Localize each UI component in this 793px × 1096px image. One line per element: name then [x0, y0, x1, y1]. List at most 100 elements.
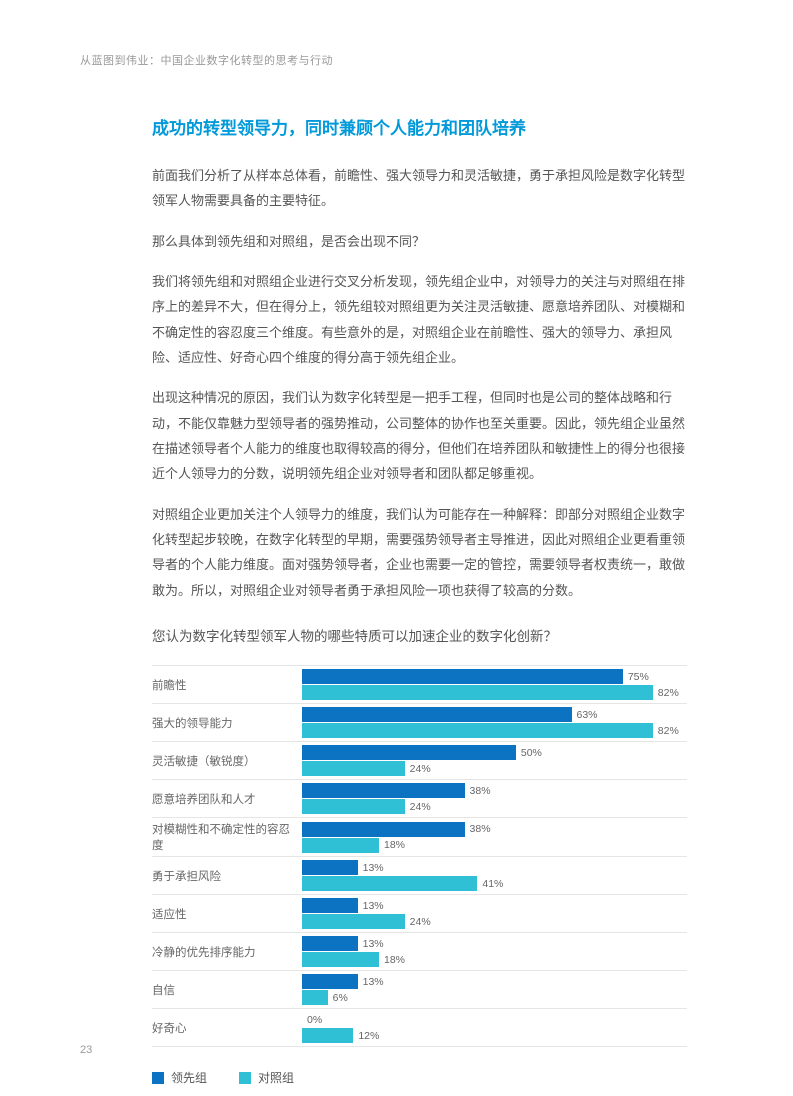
bar-ctrl	[302, 723, 653, 738]
bar-ctrl	[302, 952, 379, 967]
category-label: 对模糊性和不确定性的容忍度	[152, 821, 302, 853]
bar-line: 24%	[302, 914, 687, 929]
bars-area: 13% 6%	[302, 974, 687, 1005]
bar-line: 38%	[302, 822, 687, 837]
bars-area: 13% 24%	[302, 898, 687, 929]
page-header: 从蓝图到伟业：中国企业数字化转型的思考与行动	[80, 52, 713, 68]
bar-value: 0%	[307, 1014, 322, 1026]
bar-value: 82%	[658, 725, 679, 737]
chart-row: 自信 13% 6%	[152, 971, 687, 1009]
paragraph: 我们将领先组和对照组企业进行交叉分析发现，领先组企业中，对领导力的关注与对照组在…	[152, 269, 687, 370]
chart-row: 前瞻性 75% 82%	[152, 665, 687, 704]
bar-value: 18%	[384, 839, 405, 851]
section-title: 成功的转型领导力，同时兼顾个人能力和团队培养	[152, 114, 687, 139]
bars-area: 50%24%	[302, 745, 687, 776]
bar-line: 38%	[302, 783, 687, 798]
bar-line: 6%	[302, 990, 687, 1005]
bar-lead	[302, 783, 465, 798]
bar-ctrl	[302, 685, 653, 700]
bar-value: 82%	[658, 687, 679, 699]
bar-value: 38%	[470, 823, 491, 835]
bar-line: 82%	[302, 685, 687, 700]
bar-line: 12%	[302, 1028, 687, 1043]
chart-row: 强大的领导能力 63% 82%	[152, 704, 687, 742]
bar-line: 82%	[302, 723, 687, 738]
bar-value: 6%	[333, 992, 348, 1004]
bars-area: 13% 41%	[302, 860, 687, 891]
bar-value: 13%	[363, 976, 384, 988]
bar-ctrl	[302, 838, 379, 853]
chart-row: 对模糊性和不确定性的容忍度 38% 18%	[152, 818, 687, 857]
bar-line: 24%	[302, 799, 687, 814]
bar-line: 24%	[302, 761, 687, 776]
category-label: 愿意培养团队和人才	[152, 791, 302, 807]
bar-value: 18%	[384, 954, 405, 966]
bar-value: 63%	[577, 709, 598, 721]
swatch-icon	[239, 1072, 251, 1084]
bar-lead	[302, 936, 358, 951]
legend-lead: 领先组	[152, 1069, 207, 1086]
bar-ctrl	[302, 990, 328, 1005]
bars-area: 38% 24%	[302, 783, 687, 814]
bar-lead	[302, 669, 623, 684]
bars-area: 0% 12%	[302, 1012, 687, 1043]
bar-line: 75%	[302, 669, 687, 684]
bar-lead	[302, 898, 358, 913]
bar-value: 75%	[628, 671, 649, 683]
bar-line: 0%	[302, 1012, 687, 1027]
bar-lead	[302, 974, 358, 989]
bar-value: 38%	[470, 785, 491, 797]
bar-ctrl	[302, 1028, 353, 1043]
bar-ctrl	[302, 799, 405, 814]
legend-label: 对照组	[258, 1069, 294, 1086]
chart-title: 您认为数字化转型领军人物的哪些特质可以加速企业的数字化创新？	[152, 625, 687, 645]
bar-line: 13%	[302, 936, 687, 951]
bar-value: 24%	[410, 916, 431, 928]
chart-row: 愿意培养团队和人才 38% 24%	[152, 780, 687, 818]
bar-value: 41%	[482, 878, 503, 890]
bar-value: 50%	[521, 747, 542, 759]
category-label: 好奇心	[152, 1020, 302, 1036]
bars-area: 13%18%	[302, 936, 687, 967]
category-label: 自信	[152, 982, 302, 998]
category-label: 前瞻性	[152, 677, 302, 693]
bar-line: 13%	[302, 898, 687, 913]
bar-value: 12%	[358, 1030, 379, 1042]
bar-lead	[302, 860, 358, 875]
category-label: 冷静的优先排序能力	[152, 944, 302, 960]
leadership-traits-chart: 前瞻性75%82%强大的领导能力63%82%灵活敏捷（敏锐度）50%24%愿意培…	[152, 665, 687, 1047]
bar-ctrl	[302, 761, 405, 776]
chart-row: 适应性 13% 24%	[152, 895, 687, 933]
bar-value: 13%	[363, 938, 384, 950]
paragraph: 出现这种情况的原因，我们认为数字化转型是一把手工程，但同时也是公司的整体战略和行…	[152, 385, 687, 486]
chart-row: 好奇心 0% 12%	[152, 1009, 687, 1047]
legend-label: 领先组	[171, 1069, 207, 1086]
main-content: 成功的转型领导力，同时兼顾个人能力和团队培养 前面我们分析了从样本总体看，前瞻性…	[152, 114, 687, 1086]
bar-value: 24%	[410, 801, 431, 813]
category-label: 强大的领导能力	[152, 715, 302, 731]
chart-row: 勇于承担风险 13% 41%	[152, 857, 687, 895]
bar-line: 18%	[302, 952, 687, 967]
paragraph: 那么具体到领先组和对照组，是否会出现不同？	[152, 229, 687, 254]
bar-line: 13%	[302, 974, 687, 989]
category-label: 灵活敏捷（敏锐度）	[152, 753, 302, 769]
category-label: 适应性	[152, 906, 302, 922]
bar-value: 13%	[363, 862, 384, 874]
bar-lead	[302, 707, 572, 722]
bar-line: 41%	[302, 876, 687, 891]
chart-row: 冷静的优先排序能力13%18%	[152, 933, 687, 971]
category-label: 勇于承担风险	[152, 868, 302, 884]
bar-lead	[302, 745, 516, 760]
bars-area: 75% 82%	[302, 669, 687, 700]
bar-ctrl	[302, 914, 405, 929]
page-number: 23	[80, 1044, 92, 1056]
bar-line: 13%	[302, 860, 687, 875]
swatch-icon	[152, 1072, 164, 1084]
paragraph: 对照组企业更加关注个人领导力的维度，我们认为可能存在一种解释：即部分对照组企业数…	[152, 502, 687, 603]
bar-line: 18%	[302, 838, 687, 853]
bars-area: 63% 82%	[302, 707, 687, 738]
paragraph: 前面我们分析了从样本总体看，前瞻性、强大领导力和灵活敏捷，勇于承担风险是数字化转…	[152, 163, 687, 214]
bar-line: 50%	[302, 745, 687, 760]
bar-value: 13%	[363, 900, 384, 912]
bar-lead	[302, 822, 465, 837]
